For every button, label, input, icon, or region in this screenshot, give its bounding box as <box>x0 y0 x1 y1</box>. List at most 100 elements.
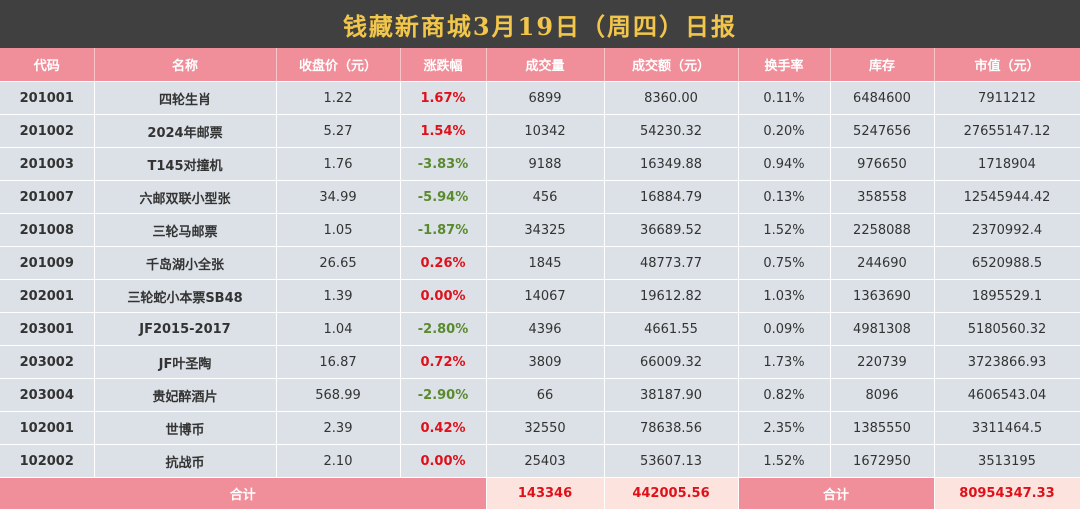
cell-mcap: 3311464.5 <box>934 412 1080 445</box>
cell-close: 1.39 <box>276 280 400 313</box>
cell-turnover: 0.75% <box>738 247 830 280</box>
cell-mcap: 4606543.04 <box>934 379 1080 412</box>
col-header-change[interactable]: 涨跌幅 <box>400 48 486 82</box>
cell-volume: 32550 <box>486 412 604 445</box>
cell-name: 2024年邮票 <box>94 115 276 148</box>
cell-close: 2.39 <box>276 412 400 445</box>
cell-close: 568.99 <box>276 379 400 412</box>
cell-name: 千岛湖小全张 <box>94 247 276 280</box>
cell-name: 三轮马邮票 <box>94 214 276 247</box>
col-header-amount[interactable]: 成交额（元） <box>604 48 738 82</box>
cell-stock: 1363690 <box>830 280 934 313</box>
cell-mcap: 7911212 <box>934 82 1080 115</box>
cell-stock: 244690 <box>830 247 934 280</box>
cell-mcap: 12545944.42 <box>934 181 1080 214</box>
cell-close: 1.76 <box>276 148 400 181</box>
col-header-volume[interactable]: 成交量 <box>486 48 604 82</box>
cell-volume: 14067 <box>486 280 604 313</box>
cell-code: 201007 <box>0 181 94 214</box>
cell-code: 102001 <box>0 412 94 445</box>
col-header-stock[interactable]: 库存 <box>830 48 934 82</box>
cell-amount: 48773.77 <box>604 247 738 280</box>
cell-volume: 9188 <box>486 148 604 181</box>
total-volume: 143346 <box>486 478 604 509</box>
cell-code: 201009 <box>0 247 94 280</box>
cell-volume: 34325 <box>486 214 604 247</box>
cell-mcap: 6520988.5 <box>934 247 1080 280</box>
cell-close: 2.10 <box>276 445 400 478</box>
col-header-turnover[interactable]: 换手率 <box>738 48 830 82</box>
cell-close: 16.87 <box>276 346 400 379</box>
cell-amount: 16884.79 <box>604 181 738 214</box>
cell-turnover: 1.52% <box>738 445 830 478</box>
cell-change: -2.80% <box>400 313 486 346</box>
col-header-code[interactable]: 代码 <box>0 48 94 82</box>
totals-row: 合计 143346 442005.56 合计 80954347.33 <box>0 478 1080 509</box>
cell-volume: 4396 <box>486 313 604 346</box>
header-row: 代码 名称 收盘价（元） 涨跌幅 成交量 成交额（元） 换手率 库存 市值（元） <box>0 48 1080 82</box>
cell-stock: 1672950 <box>830 445 934 478</box>
cell-mcap: 1895529.1 <box>934 280 1080 313</box>
cell-close: 5.27 <box>276 115 400 148</box>
cell-change: 0.00% <box>400 445 486 478</box>
cell-name: 贵妃醉酒片 <box>94 379 276 412</box>
cell-amount: 38187.90 <box>604 379 738 412</box>
cell-close: 1.05 <box>276 214 400 247</box>
cell-amount: 36689.52 <box>604 214 738 247</box>
cell-change: -1.87% <box>400 214 486 247</box>
cell-code: 203002 <box>0 346 94 379</box>
cell-name: JF叶圣陶 <box>94 346 276 379</box>
cell-amount: 4661.55 <box>604 313 738 346</box>
cell-amount: 53607.13 <box>604 445 738 478</box>
cell-mcap: 27655147.12 <box>934 115 1080 148</box>
cell-mcap: 1718904 <box>934 148 1080 181</box>
cell-close: 1.22 <box>276 82 400 115</box>
cell-mcap: 5180560.32 <box>934 313 1080 346</box>
col-header-name[interactable]: 名称 <box>94 48 276 82</box>
cell-name: 抗战币 <box>94 445 276 478</box>
cell-change: 0.42% <box>400 412 486 445</box>
cell-name: 世博币 <box>94 412 276 445</box>
cell-code: 201003 <box>0 148 94 181</box>
cell-turnover: 1.73% <box>738 346 830 379</box>
cell-volume: 10342 <box>486 115 604 148</box>
col-header-close[interactable]: 收盘价（元） <box>276 48 400 82</box>
cell-change: -2.90% <box>400 379 486 412</box>
col-header-mcap[interactable]: 市值（元） <box>934 48 1080 82</box>
cell-code: 203004 <box>0 379 94 412</box>
cell-volume: 3809 <box>486 346 604 379</box>
cell-change: 0.00% <box>400 280 486 313</box>
cell-change: 0.72% <box>400 346 486 379</box>
cell-turnover: 0.11% <box>738 82 830 115</box>
cell-name: JF2015-2017 <box>94 313 276 346</box>
cell-volume: 456 <box>486 181 604 214</box>
cell-stock: 358558 <box>830 181 934 214</box>
cell-code: 201001 <box>0 82 94 115</box>
cell-change: 1.67% <box>400 82 486 115</box>
cell-stock: 8096 <box>830 379 934 412</box>
cell-amount: 54230.32 <box>604 115 738 148</box>
cell-code: 201002 <box>0 115 94 148</box>
cell-change: -3.83% <box>400 148 486 181</box>
cell-stock: 6484600 <box>830 82 934 115</box>
cell-amount: 19612.82 <box>604 280 738 313</box>
cell-change: -5.94% <box>400 181 486 214</box>
cell-volume: 25403 <box>486 445 604 478</box>
cell-name: 四轮生肖 <box>94 82 276 115</box>
cell-turnover: 0.82% <box>738 379 830 412</box>
cell-change: 1.54% <box>400 115 486 148</box>
